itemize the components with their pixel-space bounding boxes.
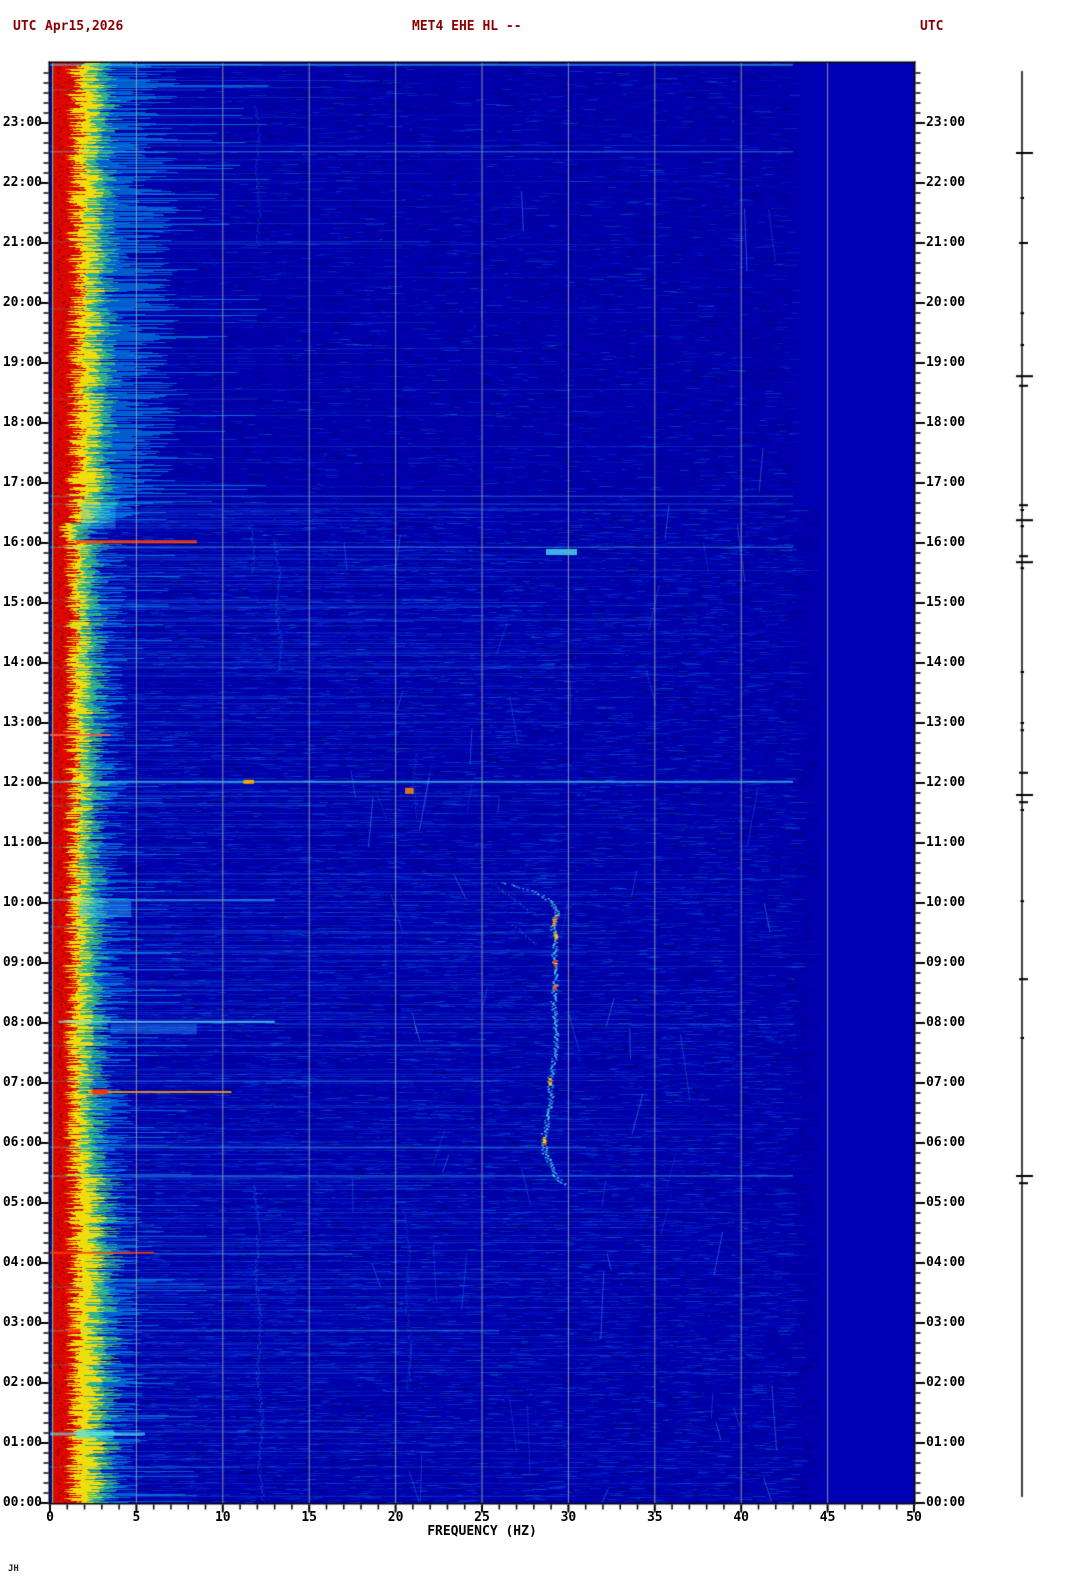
time-label-left: 16:00	[2, 535, 42, 550]
time-label-right: 03:00	[926, 1315, 966, 1330]
time-label-right: 16:00	[926, 535, 966, 550]
time-label-left: 12:00	[2, 775, 42, 790]
time-label-left: 17:00	[2, 475, 42, 490]
time-label-left: 14:00	[2, 655, 42, 670]
time-label-left: 07:00	[2, 1075, 42, 1090]
time-label-left: 08:00	[2, 1015, 42, 1030]
time-label-left: 13:00	[2, 715, 42, 730]
time-label-right: 12:00	[926, 775, 966, 790]
time-label-right: 13:00	[926, 715, 966, 730]
time-label-right: 19:00	[926, 355, 966, 370]
time-label-right: 05:00	[926, 1195, 966, 1210]
time-label-left: 21:00	[2, 235, 42, 250]
time-label-left: 05:00	[2, 1195, 42, 1210]
freq-tick-label: 50	[906, 1510, 922, 1525]
freq-tick-label: 45	[819, 1510, 836, 1525]
freq-tick-label: 20	[387, 1510, 404, 1525]
time-label-right: 15:00	[926, 595, 966, 610]
time-label-right: 21:00	[926, 235, 966, 250]
footer-mark: JH	[8, 1564, 19, 1574]
date-label: Apr15,2026	[45, 19, 124, 34]
time-label-right: 10:00	[926, 895, 966, 910]
time-label-left: 00:00	[2, 1495, 42, 1510]
freq-tick-label: 5	[132, 1510, 141, 1525]
time-label-left: 06:00	[2, 1135, 42, 1150]
time-label-left: 09:00	[2, 955, 42, 970]
freq-tick-label: 15	[301, 1510, 318, 1525]
time-label-left: 15:00	[2, 595, 42, 610]
time-label-right: 23:00	[926, 115, 966, 130]
time-label-right: 14:00	[926, 655, 966, 670]
time-label-right: 06:00	[926, 1135, 966, 1150]
freq-tick-label: 30	[560, 1510, 577, 1525]
time-label-right: 11:00	[926, 835, 966, 850]
freq-tick-label: 40	[733, 1510, 750, 1525]
utc-label-right: UTC	[920, 19, 944, 34]
time-label-left: 04:00	[2, 1255, 42, 1270]
time-label-right: 02:00	[926, 1375, 966, 1390]
time-label-left: 01:00	[2, 1435, 42, 1450]
freq-tick-label: 0	[46, 1510, 54, 1525]
time-label-right: 01:00	[926, 1435, 966, 1450]
plot-title: MET4 EHE HL --	[412, 19, 522, 34]
time-label-left: 03:00	[2, 1315, 42, 1330]
freq-tick-label: 10	[214, 1510, 231, 1525]
time-label-right: 18:00	[926, 415, 966, 430]
time-label-left: 18:00	[2, 415, 42, 430]
time-label-left: 02:00	[2, 1375, 42, 1390]
time-label-left: 19:00	[2, 355, 42, 370]
time-label-left: 11:00	[2, 835, 42, 850]
time-label-right: 17:00	[926, 475, 966, 490]
time-label-right: 22:00	[926, 175, 966, 190]
time-label-left: 23:00	[2, 115, 42, 130]
time-label-right: 07:00	[926, 1075, 966, 1090]
time-label-right: 20:00	[926, 295, 966, 310]
time-label-left: 22:00	[2, 175, 42, 190]
freq-tick-label: 25	[474, 1510, 490, 1525]
freq-axis-title: FREQUENCY (HZ)	[427, 1524, 537, 1539]
freq-tick-label: 35	[646, 1510, 663, 1525]
utc-label-left: UTC	[13, 19, 37, 34]
time-label-right: 08:00	[926, 1015, 966, 1030]
time-label-right: 09:00	[926, 955, 966, 970]
time-label-left: 10:00	[2, 895, 42, 910]
time-label-right: 04:00	[926, 1255, 966, 1270]
time-label-left: 20:00	[2, 295, 42, 310]
time-label-right: 00:00	[926, 1495, 966, 1510]
